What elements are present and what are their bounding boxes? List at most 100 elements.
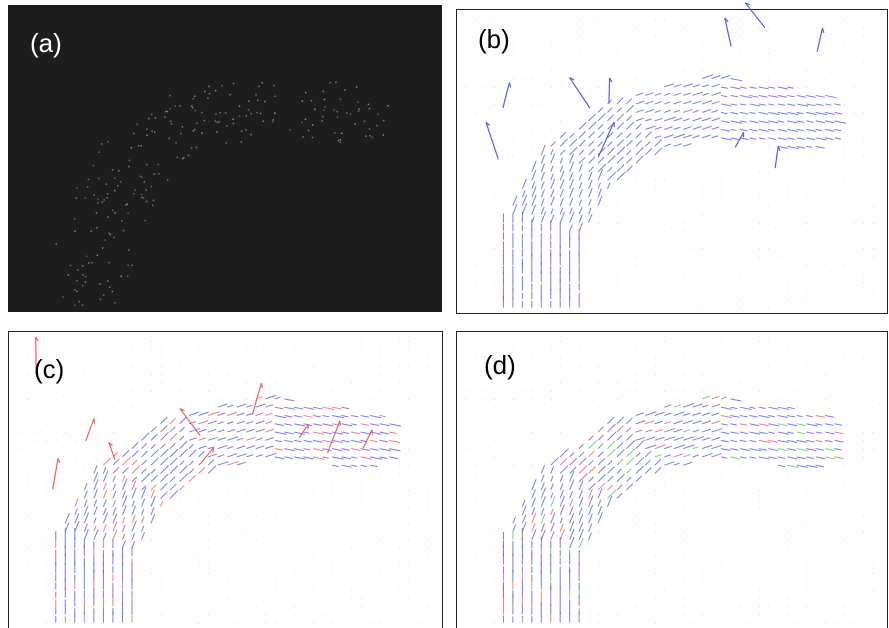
grid-dot <box>626 590 627 591</box>
grid-dot <box>579 121 580 122</box>
grid-dot <box>275 581 276 582</box>
grid-dot <box>466 19 467 20</box>
speckle <box>209 93 211 95</box>
grid-dot <box>853 291 854 292</box>
grid-dot <box>730 62 731 63</box>
speckle <box>226 142 228 144</box>
grid-dot <box>626 548 627 549</box>
grid-dot <box>475 231 476 232</box>
grid-dot <box>494 197 495 198</box>
panel-label: (c) <box>34 354 64 384</box>
speckle <box>263 120 265 122</box>
speckle <box>114 302 116 304</box>
grid-dot <box>151 374 152 375</box>
grid-dot <box>797 163 798 164</box>
grid-dot <box>626 581 627 582</box>
grid-dot <box>189 565 190 566</box>
grid-dot <box>256 606 257 607</box>
grid-dot <box>749 498 750 499</box>
grid-dot <box>579 366 580 367</box>
speckle <box>97 255 99 257</box>
grid-dot <box>768 606 769 607</box>
grid-dot <box>313 590 314 591</box>
grid-dot <box>256 540 257 541</box>
grid-dot <box>645 357 646 358</box>
grid-dot <box>180 415 181 416</box>
speckle <box>76 291 78 293</box>
grid-dot <box>863 532 864 533</box>
grid-dot <box>113 432 114 433</box>
grid-dot <box>749 349 750 350</box>
speckle <box>107 216 109 218</box>
speckle <box>88 179 90 181</box>
grid-dot <box>494 457 495 458</box>
grid-dot <box>721 70 722 71</box>
speckle <box>261 82 263 84</box>
grid-dot <box>608 265 609 266</box>
grid-dot <box>579 87 580 88</box>
grid-dot <box>712 565 713 566</box>
speckle <box>76 197 78 199</box>
grid-dot <box>853 172 854 173</box>
grid-dot <box>626 391 627 392</box>
speckle <box>134 189 136 191</box>
grid-dot <box>683 606 684 607</box>
grid-dot <box>208 515 209 516</box>
grid-dot <box>844 146 845 147</box>
grid-dot <box>370 573 371 574</box>
panel-c-frame <box>9 332 443 628</box>
grid-dot <box>825 197 826 198</box>
grid-dot <box>560 449 561 450</box>
speckle <box>127 275 129 277</box>
grid-dot <box>768 172 769 173</box>
grid-dot <box>370 399 371 400</box>
grid-dot <box>645 274 646 275</box>
grid-dot <box>608 223 609 224</box>
grid-dot <box>835 357 836 358</box>
grid-dot <box>863 62 864 63</box>
panel-label: (d) <box>484 350 516 380</box>
grid-dot <box>380 391 381 392</box>
grid-dot <box>389 540 390 541</box>
grid-dot <box>408 490 409 491</box>
grid-dot <box>370 623 371 624</box>
arrow-head <box>340 421 341 426</box>
grid-dot <box>18 449 19 450</box>
speckle <box>217 122 219 124</box>
grid-dot <box>598 565 599 566</box>
grid-dot <box>132 391 133 392</box>
grid-dot <box>816 291 817 292</box>
grid-dot <box>485 473 486 474</box>
grid-dot <box>56 407 57 408</box>
grid-dot <box>816 206 817 207</box>
speckle <box>85 197 87 199</box>
speckle <box>154 131 156 133</box>
grid-dot <box>389 598 390 599</box>
grid-dot <box>853 391 854 392</box>
grid-dot <box>608 19 609 20</box>
grid-dot <box>189 382 190 383</box>
grid-dot <box>683 274 684 275</box>
grid-dot <box>494 556 495 557</box>
speckle <box>88 262 90 264</box>
speckle <box>194 96 196 98</box>
speckle <box>338 140 340 142</box>
grid-dot <box>787 548 788 549</box>
grid-dot <box>494 581 495 582</box>
grid-dot <box>303 507 304 508</box>
grid-dot <box>787 299 788 300</box>
grid-dot <box>806 606 807 607</box>
grid-dot <box>617 349 618 350</box>
speckle <box>85 281 87 283</box>
grid-dot <box>702 62 703 63</box>
grid-dot <box>806 231 807 232</box>
grid-dot <box>655 523 656 524</box>
grid-dot <box>141 424 142 425</box>
speckle <box>144 220 146 222</box>
grid-dot <box>485 606 486 607</box>
grid-dot <box>683 391 684 392</box>
grid-dot <box>608 257 609 258</box>
speckle <box>369 135 371 137</box>
speckle <box>62 296 64 298</box>
grid-dot <box>560 357 561 358</box>
